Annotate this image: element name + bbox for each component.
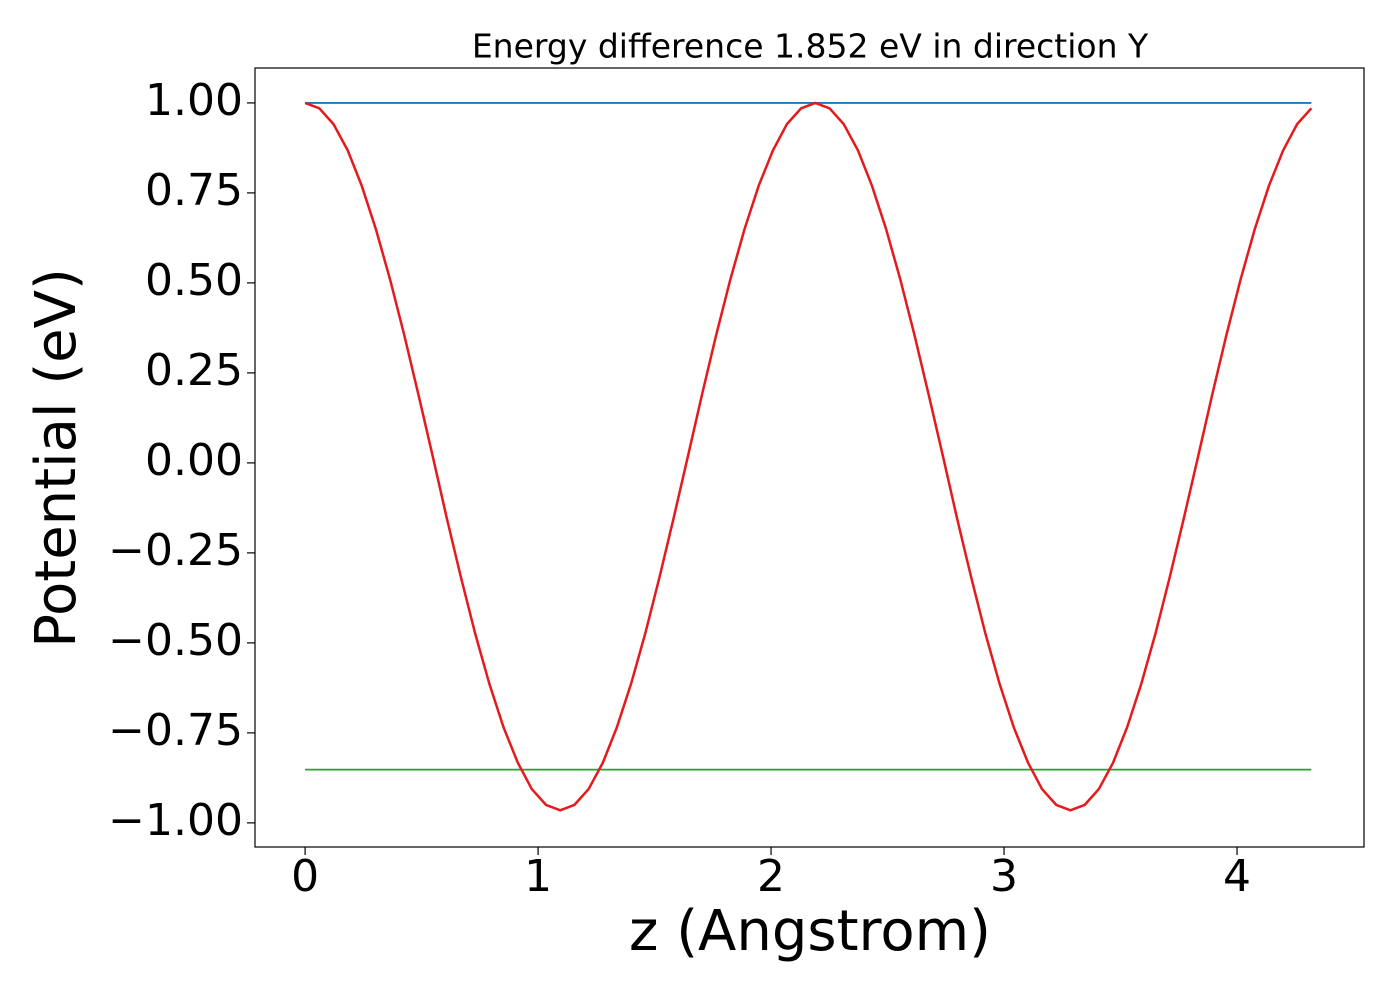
chart-title: Energy difference 1.852 eV in direction … <box>472 27 1149 66</box>
y-tick-label: −0.50 <box>108 615 243 666</box>
y-tick-label: −0.25 <box>108 525 243 576</box>
y-tick-label: 1.00 <box>145 75 243 126</box>
x-tick-label: 4 <box>1223 851 1251 902</box>
data-line <box>304 101 1313 812</box>
y-tick-label: 0.75 <box>145 165 243 216</box>
y-axis-label: Potential (eV) <box>24 268 89 648</box>
y-tick-label: 0.50 <box>145 255 243 306</box>
x-axis-label: z (Angstrom) <box>629 899 991 964</box>
y-tick-label: −0.75 <box>108 705 243 756</box>
x-tick-label: 3 <box>990 851 1018 902</box>
x-tick-label: 1 <box>524 851 552 902</box>
x-tick-label: 2 <box>757 851 785 902</box>
plot-frame <box>254 67 1365 848</box>
y-tick-label: 0.25 <box>145 345 243 396</box>
y-tick-label: 0.00 <box>145 435 243 486</box>
y-tick-label: −1.00 <box>108 795 243 846</box>
x-tick-label: 0 <box>291 851 319 902</box>
